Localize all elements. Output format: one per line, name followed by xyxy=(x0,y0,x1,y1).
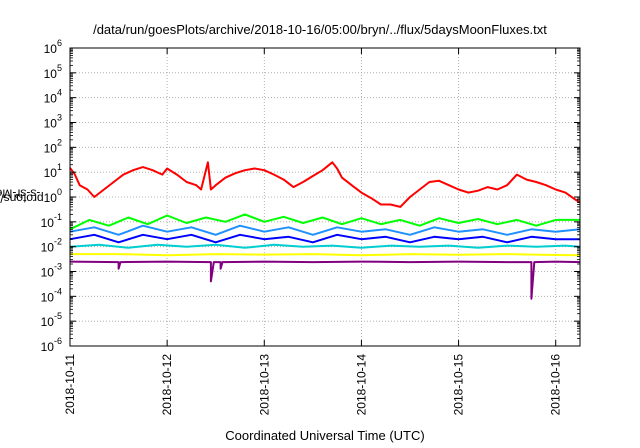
y-tick-label: 104 xyxy=(44,88,62,106)
x-tick-label: 2018-10-16 xyxy=(549,354,563,416)
series-line xyxy=(69,243,581,249)
x-tick-label: 2018-10-14 xyxy=(354,354,368,416)
y-tick-label: 10-3 xyxy=(41,262,62,280)
y-tick-label: 102 xyxy=(44,137,62,155)
y-tick-label: 10-1 xyxy=(41,212,62,230)
x-tick-label: 2018-10-15 xyxy=(452,354,466,416)
ticks xyxy=(69,47,580,347)
series-lines xyxy=(69,161,581,300)
y-tick-label: 103 xyxy=(44,113,62,131)
y-tick-labels: 10-6 10-5 10-4 10-3 10-2 10-1 100 101 102 103 104 1… xyxy=(41,38,62,354)
y-tick-label: 100 xyxy=(44,187,62,205)
series-line xyxy=(70,253,581,257)
y-tick-label: 105 xyxy=(44,63,62,81)
y-tick-label: 10-6 xyxy=(41,336,62,354)
y-tick-label: 10-4 xyxy=(41,286,62,304)
y-tick-label: 10-5 xyxy=(41,311,62,329)
y-tick-label: 10-2 xyxy=(41,237,62,255)
series-line xyxy=(69,260,581,300)
series-line xyxy=(69,213,580,231)
x-tick-label: 2018-10-12 xyxy=(160,354,174,416)
grid xyxy=(70,48,580,346)
series-line xyxy=(69,224,581,236)
chart-title: /data/run/goesPlots/archive/2018-10-16/0… xyxy=(93,22,547,37)
x-tick-labels: 2018-10-11 2018-10-12 2018-10-13 2018-10-14… xyxy=(63,354,563,416)
x-tick-label: 2018-10-11 xyxy=(63,354,77,415)
y-tick-label: 106 xyxy=(44,38,62,56)
y-tick-label: 101 xyxy=(44,162,62,180)
x-tick-label: 2018-10-13 xyxy=(257,354,271,416)
series-line xyxy=(69,161,581,208)
x-axis-label: Coordinated Universal Time (UTC) xyxy=(225,428,425,443)
series-line xyxy=(69,233,580,244)
